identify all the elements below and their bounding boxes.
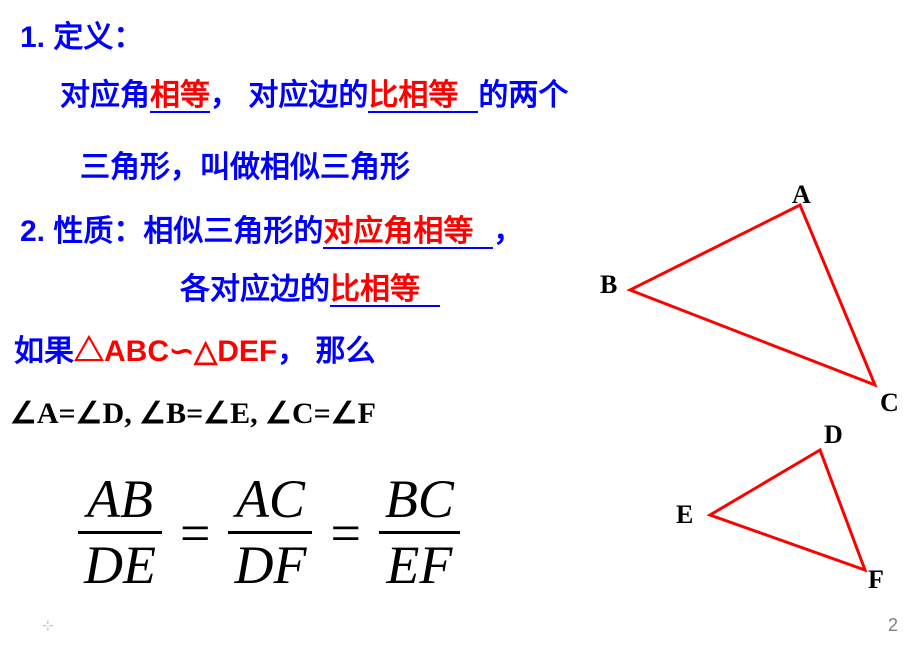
definition-line1: 对应角相等， 对应边的比相等的两个: [60, 70, 568, 114]
triangle-abc: [620, 195, 890, 405]
den: DF: [228, 536, 312, 595]
fill-ratio-equal-2: 比相等: [330, 273, 420, 306]
property-line1: 2. 性质：相似三角形的对应角相等 ，: [20, 206, 523, 250]
vertex-d: D: [824, 420, 843, 450]
if-statement: 如果△ABC∽△DEF， 那么: [14, 326, 376, 370]
fill-equal: 相等: [150, 79, 210, 112]
frac-bc-ef: BC EF: [379, 470, 460, 596]
txt: ，: [493, 215, 523, 248]
fill-angles-equal: 对应角相等: [323, 215, 473, 248]
heading-definition: 1. 定义：: [20, 12, 143, 56]
vertex-f: F: [868, 565, 884, 595]
den: EF: [380, 536, 458, 595]
footer-logo: ⊹: [42, 617, 56, 634]
txt: 2. 性质：相似三角形的: [20, 215, 323, 248]
similar-triangles: △ABC∽△DEF: [74, 335, 277, 368]
txt: 对应角: [60, 79, 150, 112]
definition-line2: 三角形，叫做相似三角形: [80, 142, 410, 186]
property-line2: 各对应边的比相等: [180, 264, 440, 308]
num: AC: [230, 470, 311, 529]
angle-equalities: ∠A=∠D, ∠B=∠E, ∠C=∠F: [10, 396, 376, 431]
frac-bar: [228, 531, 312, 534]
txt: 各对应边的: [180, 273, 330, 306]
num: BC: [379, 470, 460, 529]
vertex-e: E: [676, 500, 693, 530]
vertex-a: A: [792, 180, 811, 210]
frac-ac-df: AC DF: [228, 470, 312, 596]
txt: ， 那么: [277, 335, 375, 368]
fill-ratio-equal: 比相等: [368, 79, 458, 112]
ratio-equation: AB DE = AC DF = BC EF: [70, 470, 468, 596]
txt: 的两个: [478, 79, 568, 112]
frac-bar: [379, 531, 460, 534]
vertex-c: C: [880, 388, 899, 418]
num: AB: [81, 470, 159, 529]
txt: 如果: [14, 335, 74, 368]
frac-ab-de: AB DE: [78, 470, 162, 596]
den: DE: [78, 536, 162, 595]
triangle-def: [700, 440, 880, 585]
vertex-b: B: [600, 270, 617, 300]
txt: ， 对应边的: [210, 79, 368, 112]
frac-bar: [78, 531, 162, 534]
equals: =: [180, 502, 210, 564]
equals: =: [330, 502, 360, 564]
page-number: 2: [888, 615, 898, 636]
